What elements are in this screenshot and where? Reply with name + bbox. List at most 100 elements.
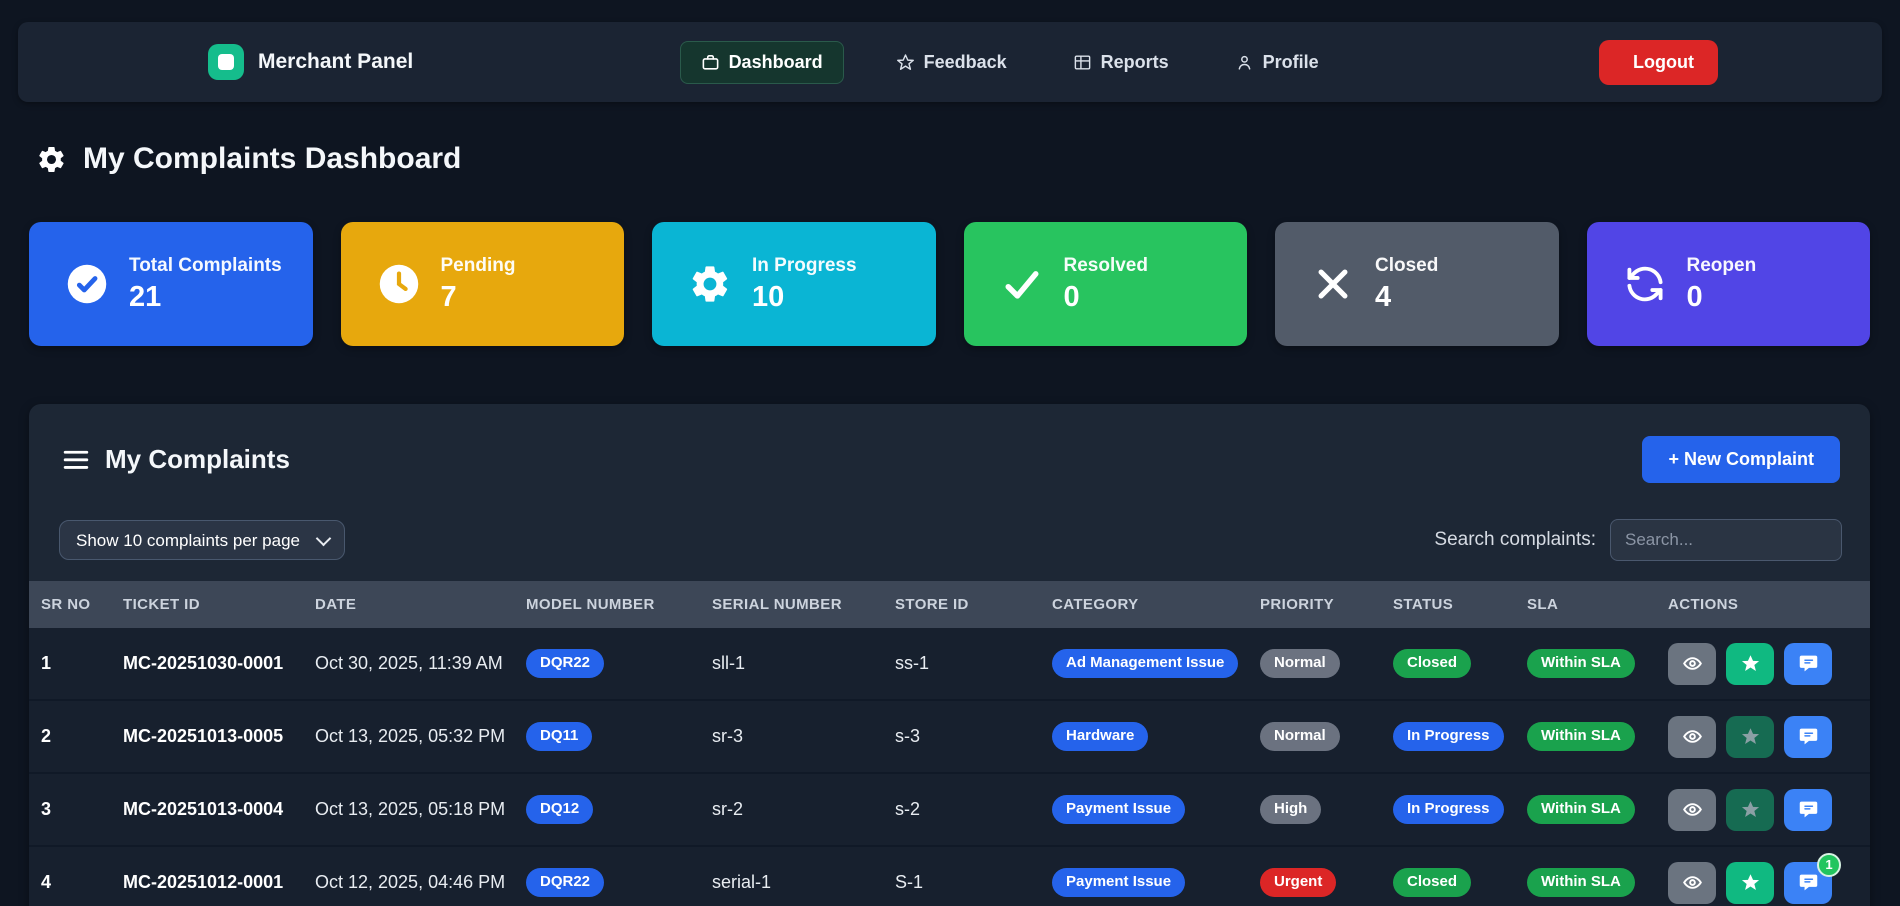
eye-icon xyxy=(1682,872,1703,893)
date-cell: Oct 13, 2025, 05:18 PM xyxy=(315,799,506,819)
person-icon xyxy=(1235,53,1254,72)
nav-item-label: Reports xyxy=(1100,51,1169,72)
nav-menu: Dashboard Feedback Reports Profile xyxy=(413,40,1599,84)
status-cell: Closed xyxy=(1393,649,1527,678)
nav-item-label: Profile xyxy=(1262,51,1319,72)
status-badge: In Progress xyxy=(1393,795,1504,824)
view-button[interactable] xyxy=(1668,861,1716,904)
category-badge: Payment Issue xyxy=(1052,795,1186,824)
table-row: 4 MC-20251012-0001 Oct 12, 2025, 04:46 PM D… xyxy=(29,847,1870,906)
store-id-cell: S-1 xyxy=(895,872,924,892)
panel-title-text: My Complaints xyxy=(105,444,290,474)
model-number-badge: DQR22 xyxy=(526,649,605,678)
sla-badge: Within SLA xyxy=(1527,795,1635,824)
check-icon xyxy=(1000,262,1044,306)
stat-card-pending: Pending 7 xyxy=(340,222,624,346)
priority-badge: Normal xyxy=(1260,722,1340,751)
chat-button[interactable] xyxy=(1784,642,1832,685)
stat-card-resolved: Resolved 0 xyxy=(963,222,1247,346)
top-navbar: Merchant Panel Dashboard Feedback Reports P… xyxy=(18,22,1882,102)
nav-item-feedback[interactable]: Feedback xyxy=(882,42,1021,83)
category-cell: Payment Issue xyxy=(1052,868,1260,897)
page-title-text: My Complaints Dashboard xyxy=(83,142,462,175)
chat-icon xyxy=(1798,799,1819,820)
per-page-select[interactable]: Show 10 complaints per page xyxy=(59,520,345,560)
status-badge: Closed xyxy=(1393,868,1472,897)
date-cell: Oct 30, 2025, 11:39 AM xyxy=(315,653,503,673)
hamburger-icon xyxy=(63,449,89,471)
clock-icon xyxy=(377,262,421,306)
logout-button[interactable]: Logout xyxy=(1599,39,1718,85)
sla-badge: Within SLA xyxy=(1527,722,1635,751)
status-cell: Closed xyxy=(1393,868,1527,897)
status-cell: In Progress xyxy=(1393,795,1527,824)
column-header-date: DATE xyxy=(315,596,357,613)
star-icon xyxy=(1740,653,1761,674)
sr-no-cell: 2 xyxy=(41,726,52,746)
favorite-button[interactable] xyxy=(1726,788,1774,831)
chat-button[interactable]: 1 xyxy=(1784,852,1841,904)
stat-card-total-complaints: Total Complaints 21 xyxy=(29,222,313,346)
status-cell: In Progress xyxy=(1393,722,1527,751)
stat-value: 0 xyxy=(1063,280,1080,313)
chat-icon xyxy=(1798,653,1819,674)
table-controls: Show 10 complaints per page Search compl… xyxy=(29,483,1870,561)
favorite-button[interactable] xyxy=(1726,715,1774,758)
favorite-button[interactable] xyxy=(1726,861,1774,904)
sla-badge: Within SLA xyxy=(1527,868,1635,897)
store-id-cell: s-2 xyxy=(895,799,921,819)
check-circle-icon xyxy=(65,262,109,306)
stat-label: Pending xyxy=(440,254,516,276)
model-number-badge: DQR22 xyxy=(526,868,605,897)
nav-item-dashboard[interactable]: Dashboard xyxy=(679,40,844,84)
search-input[interactable] xyxy=(1610,519,1842,561)
column-header-model-number: MODEL NUMBER xyxy=(526,596,655,613)
model-number-cell: DQR22 xyxy=(526,868,712,897)
per-page-select-wrap: Show 10 complaints per page xyxy=(59,520,345,560)
nav-item-label: Feedback xyxy=(923,51,1007,72)
chat-notification-badge: 1 xyxy=(1817,852,1841,877)
category-cell: Payment Issue xyxy=(1052,795,1260,824)
stat-label: Resolved xyxy=(1063,254,1148,276)
column-header-priority: PRIORITY xyxy=(1260,596,1335,613)
stat-value: 0 xyxy=(1686,280,1703,313)
ticket-id-cell: MC-20251013-0005 xyxy=(123,726,284,746)
column-header-store-id: STORE ID xyxy=(895,596,969,613)
sr-no-cell: 1 xyxy=(41,653,52,673)
stat-card-reopen: Reopen 0 xyxy=(1586,222,1870,346)
stat-label: Closed xyxy=(1375,254,1439,276)
table-row: 2 MC-20251013-0005 Oct 13, 2025, 05:32 PM D… xyxy=(29,701,1870,774)
column-header-serial-number: SERIAL NUMBER xyxy=(712,596,842,613)
view-button[interactable] xyxy=(1668,788,1716,831)
stat-value: 7 xyxy=(440,280,457,313)
priority-cell: Normal xyxy=(1260,649,1393,678)
date-cell: Oct 12, 2025, 04:46 PM xyxy=(315,872,506,892)
complaints-table: SR NO TICKET ID DATE MODEL NUMBER SERIAL NUM… xyxy=(29,581,1870,906)
table-row: 1 MC-20251030-0001 Oct 30, 2025, 11:39 AM D… xyxy=(29,628,1870,701)
favorite-button[interactable] xyxy=(1726,642,1774,685)
chat-icon xyxy=(1798,872,1819,893)
nav-item-profile[interactable]: Profile xyxy=(1221,42,1333,83)
panel-title: My Complaints xyxy=(63,444,290,475)
nav-item-label: Dashboard xyxy=(728,51,823,72)
chat-button[interactable] xyxy=(1784,715,1832,758)
nav-item-reports[interactable]: Reports xyxy=(1059,42,1183,83)
status-badge: Closed xyxy=(1393,649,1472,678)
category-badge: Hardware xyxy=(1052,722,1149,751)
search-label: Search complaints: xyxy=(1434,529,1596,550)
brand-logo-icon xyxy=(208,44,244,80)
gear-icon xyxy=(36,144,67,175)
ticket-id-cell: MC-20251030-0001 xyxy=(123,653,284,673)
new-complaint-button[interactable]: + New Complaint xyxy=(1642,436,1840,483)
gear-icon xyxy=(688,262,732,306)
column-header-category: CATEGORY xyxy=(1052,596,1139,613)
priority-badge: Urgent xyxy=(1260,868,1337,897)
stats-row: Total Complaints 21 Pending 7 In Progress 10 R… xyxy=(29,222,1870,346)
stat-value: 4 xyxy=(1375,280,1392,313)
stat-label: In Progress xyxy=(752,254,857,276)
view-button[interactable] xyxy=(1668,715,1716,758)
view-button[interactable] xyxy=(1668,642,1716,685)
chat-button[interactable] xyxy=(1784,788,1832,831)
eye-icon xyxy=(1682,799,1703,820)
sla-cell: Within SLA xyxy=(1527,868,1668,897)
